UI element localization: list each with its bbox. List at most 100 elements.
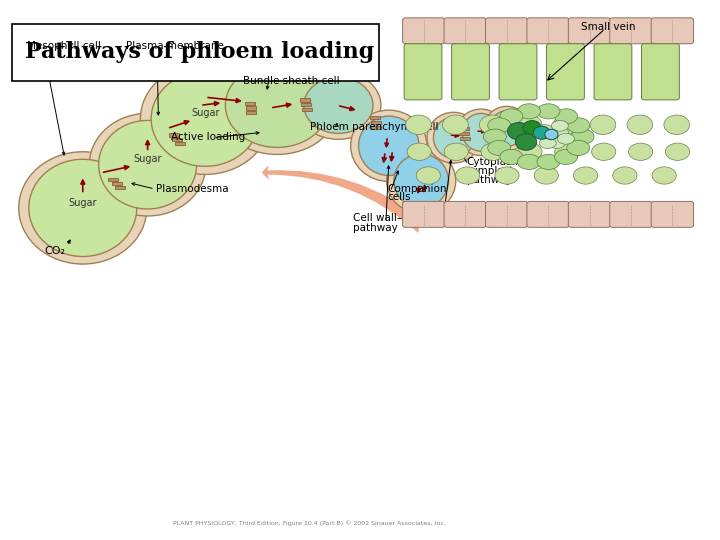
Bar xyxy=(300,98,310,102)
Text: Small vein: Small vein xyxy=(581,22,636,32)
FancyBboxPatch shape xyxy=(402,201,445,227)
Ellipse shape xyxy=(433,117,474,158)
Ellipse shape xyxy=(462,113,500,151)
Ellipse shape xyxy=(552,120,568,131)
Bar xyxy=(301,103,311,106)
Ellipse shape xyxy=(567,118,590,133)
Bar xyxy=(176,142,186,145)
Ellipse shape xyxy=(534,167,559,184)
Ellipse shape xyxy=(140,63,270,174)
Ellipse shape xyxy=(613,167,637,184)
Text: Mesophyll cell: Mesophyll cell xyxy=(27,40,102,51)
Ellipse shape xyxy=(151,71,259,166)
Ellipse shape xyxy=(516,115,542,134)
Ellipse shape xyxy=(490,111,524,146)
Ellipse shape xyxy=(518,154,541,170)
Ellipse shape xyxy=(296,71,381,139)
Ellipse shape xyxy=(574,167,598,184)
Ellipse shape xyxy=(664,115,690,134)
Text: Sieve: Sieve xyxy=(438,202,467,213)
Ellipse shape xyxy=(508,123,531,140)
Ellipse shape xyxy=(553,115,579,134)
Ellipse shape xyxy=(549,138,565,148)
Ellipse shape xyxy=(405,115,431,134)
Text: Cell wall–apoplast: Cell wall–apoplast xyxy=(353,213,447,224)
Ellipse shape xyxy=(304,77,373,133)
FancyBboxPatch shape xyxy=(610,201,652,227)
Ellipse shape xyxy=(480,115,505,134)
Ellipse shape xyxy=(534,126,550,139)
Ellipse shape xyxy=(225,63,329,147)
FancyBboxPatch shape xyxy=(642,44,680,100)
Ellipse shape xyxy=(456,109,505,156)
Bar xyxy=(370,116,380,119)
Ellipse shape xyxy=(539,138,557,148)
Ellipse shape xyxy=(483,129,506,144)
Bar xyxy=(246,111,256,114)
Ellipse shape xyxy=(567,140,590,156)
Ellipse shape xyxy=(554,150,577,165)
Ellipse shape xyxy=(542,131,559,142)
FancyBboxPatch shape xyxy=(546,44,585,100)
Ellipse shape xyxy=(495,167,519,184)
Bar xyxy=(302,108,312,111)
Text: PLANT PHYSIOLOGY, Third Edition, Figure 10.4 (Part B) © 2002 Sinauer Associates,: PLANT PHYSIOLOGY, Third Edition, Figure … xyxy=(174,520,446,526)
Text: Phloem parenchyma cell: Phloem parenchyma cell xyxy=(310,122,438,132)
Bar xyxy=(168,133,179,137)
Ellipse shape xyxy=(552,127,568,138)
Ellipse shape xyxy=(518,104,541,119)
Ellipse shape xyxy=(571,129,594,144)
Ellipse shape xyxy=(394,154,449,208)
FancyBboxPatch shape xyxy=(568,201,611,227)
Bar xyxy=(245,102,255,105)
Text: Sugar: Sugar xyxy=(68,198,97,207)
FancyBboxPatch shape xyxy=(651,18,693,44)
Ellipse shape xyxy=(29,159,137,256)
Text: Sugar: Sugar xyxy=(191,109,220,118)
Ellipse shape xyxy=(652,167,676,184)
Bar xyxy=(108,178,119,181)
Ellipse shape xyxy=(518,143,542,160)
Text: Active loading: Active loading xyxy=(171,132,246,143)
Ellipse shape xyxy=(537,104,560,119)
Bar xyxy=(459,132,469,135)
FancyBboxPatch shape xyxy=(485,18,528,44)
FancyBboxPatch shape xyxy=(594,44,632,100)
Text: cells: cells xyxy=(387,192,411,202)
Ellipse shape xyxy=(516,134,536,150)
Ellipse shape xyxy=(416,167,441,184)
Text: pathway: pathway xyxy=(353,223,397,233)
Bar xyxy=(485,123,495,126)
Text: Companion: Companion xyxy=(387,184,447,194)
Bar xyxy=(460,137,470,140)
FancyBboxPatch shape xyxy=(444,201,487,227)
FancyBboxPatch shape xyxy=(527,18,570,44)
Text: Plasmodesma: Plasmodesma xyxy=(156,184,228,194)
Ellipse shape xyxy=(89,113,206,216)
Ellipse shape xyxy=(408,143,431,160)
Ellipse shape xyxy=(484,106,530,151)
FancyBboxPatch shape xyxy=(610,18,652,44)
FancyBboxPatch shape xyxy=(499,44,537,100)
Ellipse shape xyxy=(545,129,558,140)
Ellipse shape xyxy=(500,150,523,165)
Ellipse shape xyxy=(554,143,579,160)
Text: Plasma membrane: Plasma membrane xyxy=(126,40,224,51)
FancyBboxPatch shape xyxy=(568,18,611,44)
Text: Sugar: Sugar xyxy=(133,154,162,164)
Ellipse shape xyxy=(99,120,197,209)
FancyBboxPatch shape xyxy=(527,201,570,227)
Ellipse shape xyxy=(590,115,616,134)
Ellipse shape xyxy=(592,143,616,160)
Text: Cytoplasm–: Cytoplasm– xyxy=(467,157,528,167)
Ellipse shape xyxy=(487,140,510,156)
Text: Bundle sheath cell: Bundle sheath cell xyxy=(243,76,340,86)
Bar xyxy=(459,127,469,130)
Ellipse shape xyxy=(19,152,147,264)
Bar xyxy=(372,126,382,129)
Ellipse shape xyxy=(537,154,560,170)
Ellipse shape xyxy=(557,133,575,144)
Ellipse shape xyxy=(351,110,427,181)
Bar xyxy=(486,128,496,131)
Text: pathway: pathway xyxy=(467,175,511,185)
